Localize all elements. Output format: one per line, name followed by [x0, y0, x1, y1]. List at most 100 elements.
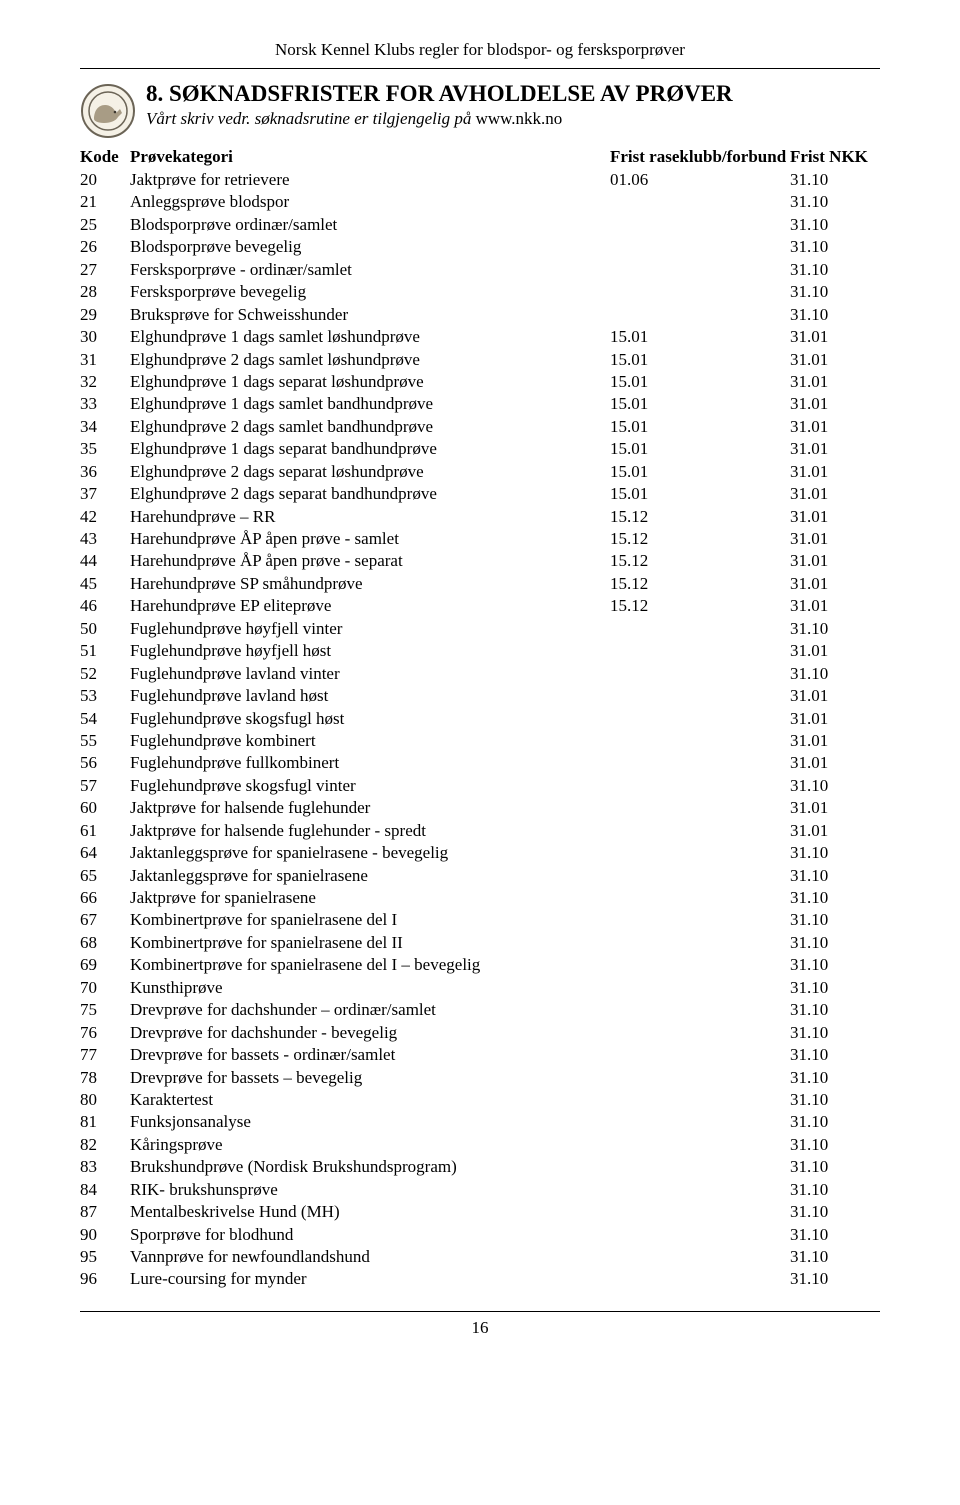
- cell-kategori: Drevprøve for bassets – bevegelig: [130, 1067, 610, 1089]
- cell-kode: 32: [80, 371, 130, 393]
- cell-kode: 77: [80, 1044, 130, 1066]
- cell-frist-nkk: 31.10: [790, 1179, 880, 1201]
- subtitle-url: www.nkk.no: [476, 109, 563, 128]
- cell-frist-nkk: 31.10: [790, 304, 880, 326]
- table-row: 53Fuglehundprøve lavland høst31.01: [80, 685, 880, 707]
- subtitle: Vårt skriv vedr. søknadsrutine er tilgje…: [146, 109, 880, 129]
- cell-kategori: Harehundprøve – RR: [130, 506, 610, 528]
- cell-kode: 54: [80, 708, 130, 730]
- cell-kategori: Fuglehundprøve høyfjell vinter: [130, 618, 610, 640]
- table-row: 32Elghundprøve 1 dags separat løshundprø…: [80, 371, 880, 393]
- table-row: 75Drevprøve for dachshunder – ordinær/sa…: [80, 999, 880, 1021]
- cell-frist-raseklubb: 15.12: [610, 506, 790, 528]
- section-title: 8. SØKNADSFRISTER FOR AVHOLDELSE AV PRØV…: [146, 81, 880, 107]
- cell-kategori: Elghundprøve 1 dags separat bandhundprøv…: [130, 438, 610, 460]
- table-row: 87Mentalbeskrivelse Hund (MH)31.10: [80, 1201, 880, 1223]
- cell-frist-nkk: 31.01: [790, 595, 880, 617]
- th-frist-raseklubb: Frist raseklubb/forbund: [610, 147, 790, 167]
- cell-kategori: Blodsporprøve ordinær/samlet: [130, 214, 610, 236]
- table-row: 70Kunsthiprøve31.10: [80, 977, 880, 999]
- cell-frist-raseklubb: [610, 1246, 790, 1268]
- cell-frist-nkk: 31.01: [790, 416, 880, 438]
- cell-kategori: Karaktertest: [130, 1089, 610, 1111]
- cell-frist-nkk: 31.10: [790, 909, 880, 931]
- th-kode: Kode: [80, 147, 130, 167]
- cell-frist-nkk: 31.10: [790, 1201, 880, 1223]
- table-row: 45Harehundprøve SP småhundprøve15.1231.0…: [80, 573, 880, 595]
- cell-frist-raseklubb: [610, 663, 790, 685]
- cell-kode: 46: [80, 595, 130, 617]
- title-row: 8. SØKNADSFRISTER FOR AVHOLDELSE AV PRØV…: [80, 79, 880, 147]
- nkk-logo: [80, 83, 136, 139]
- th-kategori: Prøvekategori: [130, 147, 610, 167]
- cell-kode: 90: [80, 1224, 130, 1246]
- subtitle-text: Vårt skriv vedr. søknadsrutine er tilgje…: [146, 109, 476, 128]
- cell-frist-nkk: 31.10: [790, 977, 880, 999]
- cell-frist-raseklubb: [610, 909, 790, 931]
- cell-frist-raseklubb: 15.01: [610, 416, 790, 438]
- table-row: 37Elghundprøve 2 dags separat bandhundpr…: [80, 483, 880, 505]
- cell-frist-nkk: 31.10: [790, 191, 880, 213]
- cell-frist-nkk: 31.01: [790, 506, 880, 528]
- cell-kategori: Elghundprøve 2 dags separat bandhundprøv…: [130, 483, 610, 505]
- cell-kategori: Fersksporprøve - ordinær/samlet: [130, 259, 610, 281]
- cell-kode: 83: [80, 1156, 130, 1178]
- cell-kode: 67: [80, 909, 130, 931]
- cell-kategori: Fuglehundprøve høyfjell høst: [130, 640, 610, 662]
- table-row: 61Jaktprøve for halsende fuglehunder - s…: [80, 820, 880, 842]
- cell-frist-nkk: 31.01: [790, 393, 880, 415]
- cell-frist-raseklubb: 15.01: [610, 461, 790, 483]
- cell-kode: 45: [80, 573, 130, 595]
- cell-kategori: Fuglehundprøve skogsfugl vinter: [130, 775, 610, 797]
- cell-frist-raseklubb: [610, 191, 790, 213]
- cell-frist-nkk: 31.01: [790, 685, 880, 707]
- table-row: 81Funksjonsanalyse31.10: [80, 1111, 880, 1133]
- cell-kategori: Elghundprøve 1 dags samlet løshundprøve: [130, 326, 610, 348]
- cell-frist-nkk: 31.01: [790, 752, 880, 774]
- cell-frist-raseklubb: [610, 281, 790, 303]
- cell-kategori: Funksjonsanalyse: [130, 1111, 610, 1133]
- cell-frist-nkk: 31.01: [790, 573, 880, 595]
- cell-kategori: Harehundprøve ÅP åpen prøve - samlet: [130, 528, 610, 550]
- cell-frist-raseklubb: 15.01: [610, 438, 790, 460]
- cell-frist-nkk: 31.01: [790, 550, 880, 572]
- table-row: 31Elghundprøve 2 dags samlet løshundprøv…: [80, 349, 880, 371]
- cell-frist-raseklubb: [610, 259, 790, 281]
- cell-kategori: Elghundprøve 2 dags samlet løshundprøve: [130, 349, 610, 371]
- cell-frist-nkk: 31.01: [790, 461, 880, 483]
- table-row: 21Anleggsprøve blodspor31.10: [80, 191, 880, 213]
- cell-frist-nkk: 31.10: [790, 1246, 880, 1268]
- table-row: 51Fuglehundprøve høyfjell høst31.01: [80, 640, 880, 662]
- cell-kode: 56: [80, 752, 130, 774]
- table-body: 20Jaktprøve for retrievere01.0631.1021An…: [80, 169, 880, 1291]
- cell-frist-nkk: 31.10: [790, 1067, 880, 1089]
- cell-kode: 37: [80, 483, 130, 505]
- cell-frist-raseklubb: 15.01: [610, 483, 790, 505]
- cell-kategori: Fuglehundprøve lavland vinter: [130, 663, 610, 685]
- cell-kode: 75: [80, 999, 130, 1021]
- cell-frist-nkk: 31.10: [790, 999, 880, 1021]
- cell-frist-raseklubb: [610, 820, 790, 842]
- cell-kode: 66: [80, 887, 130, 909]
- cell-frist-raseklubb: [610, 708, 790, 730]
- cell-kategori: Jaktanleggsprøve for spanielrasene - bev…: [130, 842, 610, 864]
- cell-kategori: RIK- brukshunsprøve: [130, 1179, 610, 1201]
- cell-frist-nkk: 31.10: [790, 1044, 880, 1066]
- cell-kategori: Fuglehundprøve fullkombinert: [130, 752, 610, 774]
- cell-kode: 84: [80, 1179, 130, 1201]
- cell-frist-raseklubb: [610, 1134, 790, 1156]
- cell-kode: 35: [80, 438, 130, 460]
- cell-kode: 20: [80, 169, 130, 191]
- cell-kategori: Mentalbeskrivelse Hund (MH): [130, 1201, 610, 1223]
- cell-frist-nkk: 31.01: [790, 730, 880, 752]
- cell-kode: 61: [80, 820, 130, 842]
- cell-frist-raseklubb: 01.06: [610, 169, 790, 191]
- cell-kategori: Jaktprøve for halsende fuglehunder: [130, 797, 610, 819]
- cell-frist-raseklubb: [610, 932, 790, 954]
- table-row: 36Elghundprøve 2 dags separat løshundprø…: [80, 461, 880, 483]
- cell-kode: 64: [80, 842, 130, 864]
- cell-frist-nkk: 31.01: [790, 483, 880, 505]
- cell-kode: 29: [80, 304, 130, 326]
- cell-frist-nkk: 31.10: [790, 236, 880, 258]
- cell-kode: 31: [80, 349, 130, 371]
